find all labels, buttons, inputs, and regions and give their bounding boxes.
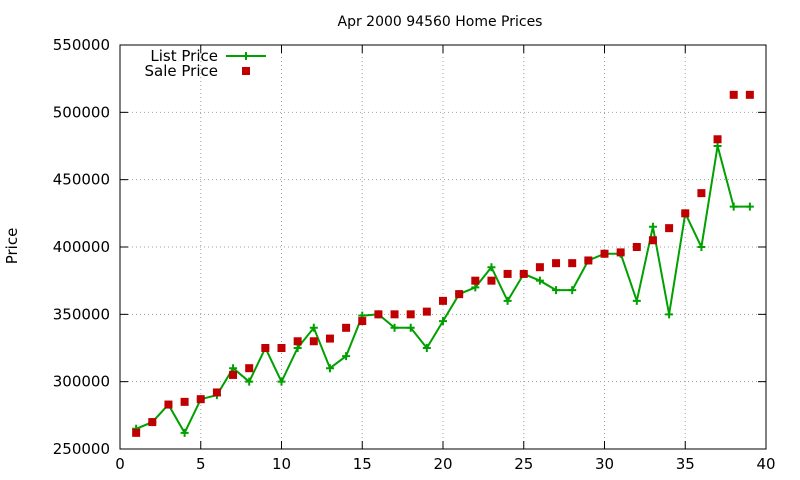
data-point-square [293, 337, 302, 346]
data-point-plus [422, 344, 431, 352]
data-point-plus [648, 222, 657, 231]
x-tick-label: 5 [196, 455, 206, 473]
data-point-square [164, 400, 173, 409]
data-point-square [665, 224, 674, 233]
data-point-square [390, 310, 399, 319]
data-point-square [261, 344, 270, 352]
x-tick-label: 25 [514, 455, 533, 473]
data-point-square [471, 276, 480, 285]
data-point-square [374, 310, 383, 319]
data-point-square [309, 337, 318, 346]
data-point-plus [277, 377, 286, 386]
y-tick-label: 450000 [53, 171, 110, 189]
data-point-plus [390, 323, 399, 332]
data-point-square [584, 256, 593, 265]
y-tick-label: 500000 [53, 103, 110, 121]
data-point-plus [325, 364, 334, 373]
y-tick-label: 250000 [53, 440, 110, 458]
data-point-square [713, 135, 722, 144]
data-point-square [212, 388, 221, 397]
data-point-square [600, 249, 609, 258]
y-tick-label: 300000 [53, 373, 110, 391]
data-point-plus [729, 202, 738, 211]
data-point-square [632, 243, 641, 251]
data-point-plus [568, 286, 577, 295]
grid [120, 45, 766, 449]
data-point-square [406, 310, 415, 319]
legend-marker [242, 67, 250, 75]
y-axis-label: Price [3, 228, 21, 265]
x-tick-label: 15 [353, 455, 372, 473]
series [132, 90, 754, 437]
data-point-square [277, 344, 286, 352]
data-point-square [568, 259, 577, 268]
data-point-square [648, 236, 657, 245]
data-point-square [745, 90, 754, 99]
data-point-square [196, 395, 205, 404]
data-point-square [552, 259, 561, 268]
data-point-plus [309, 323, 318, 332]
y-tick-label: 350000 [53, 305, 110, 323]
legend-label: List Price [150, 47, 218, 65]
chart-title: Apr 2000 94560 Home Prices [338, 14, 543, 30]
x-tick-label: 35 [676, 455, 695, 473]
y-tick-label: 400000 [53, 238, 110, 256]
data-point-square [519, 269, 528, 278]
data-point-square [325, 334, 334, 343]
data-point-square [358, 317, 367, 326]
x-tick-label: 0 [115, 455, 125, 473]
data-point-plus [713, 142, 722, 150]
data-point-plus [342, 352, 351, 361]
data-point-square [503, 269, 512, 278]
x-tick-label: 30 [595, 455, 614, 473]
data-point-square [729, 90, 738, 99]
data-point-plus [180, 428, 189, 437]
data-point-plus [245, 377, 254, 386]
data-point-plus [487, 263, 496, 272]
data-point-square [487, 276, 496, 285]
data-point-plus [471, 283, 480, 292]
data-point-plus [745, 202, 754, 211]
data-point-square [439, 296, 447, 305]
x-tick-label: 20 [433, 455, 452, 473]
y-tick-label: 550000 [53, 36, 110, 54]
data-point-plus [665, 310, 674, 319]
data-point-square [132, 428, 141, 437]
plot-frame [119, 44, 767, 450]
series-1 [132, 90, 754, 437]
data-point-square [245, 364, 254, 373]
axis-ticks: 250000 300000 350000 400000 450000 500000 5500… [53, 36, 776, 473]
data-point-square [342, 323, 351, 332]
data-point-plus [535, 276, 544, 285]
x-tick-label: 40 [756, 455, 775, 473]
data-point-plus [439, 317, 447, 326]
data-point-square [229, 370, 238, 379]
data-point-plus [406, 323, 415, 332]
data-point-plus [632, 296, 641, 305]
data-point-square [535, 263, 544, 272]
data-point-square [616, 248, 625, 257]
data-point-plus [229, 364, 238, 373]
x-tick-label: 10 [272, 455, 291, 473]
data-point-square [422, 307, 431, 316]
data-point-plus [697, 243, 706, 251]
data-point-square [697, 189, 706, 198]
data-point-square [148, 418, 157, 427]
data-point-square [681, 209, 690, 218]
data-point-plus [293, 344, 302, 352]
data-point-square [180, 397, 189, 406]
data-point-square [455, 290, 464, 299]
legend-label: Sale Price [145, 62, 218, 80]
data-point-plus [552, 286, 561, 295]
legend-marker [242, 52, 250, 60]
data-point-plus [503, 296, 512, 305]
